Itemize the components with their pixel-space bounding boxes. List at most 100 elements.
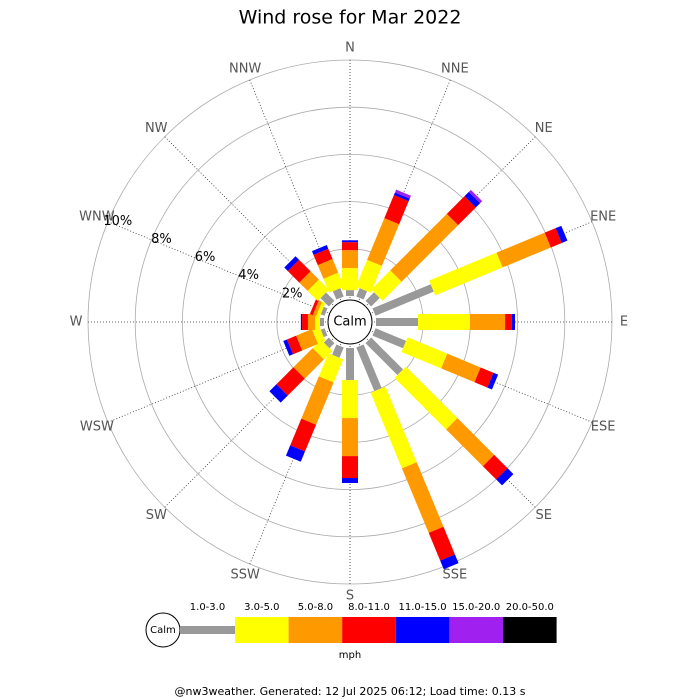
bar-segment [365,337,404,376]
bar-segment [346,348,354,381]
direction-label: ENE [590,210,616,225]
legend-swatch [342,617,396,643]
r-tick-label: 2% [282,286,303,301]
bar-segment [393,192,410,202]
bar-segment [269,384,288,403]
bar-segment [315,314,320,330]
bar-segment [276,367,305,396]
bar-segment [367,218,400,266]
bar-segment [299,271,319,291]
direction-label: WSW [80,419,114,434]
direction-label: W [70,315,83,330]
bar-segment [323,272,345,293]
bar-segment [311,244,329,255]
bar-segment [469,314,506,330]
direction-label: NW [145,121,168,136]
bar-segment [418,314,470,330]
bar-segment [283,339,294,356]
legend-calm-label: Calm [150,625,176,636]
bar-segment [394,366,458,430]
bar-segment [320,306,328,316]
bar-segment [318,353,344,383]
bar-segment [284,256,300,272]
chart-title: Wind rose for Mar 2022 [239,7,462,29]
bar-segment [376,318,419,326]
bar-segment [332,288,344,300]
bar-segment [290,418,317,452]
footer: @nw3weather. Generated: 12 Jul 2025 06:1… [175,685,526,698]
bar-segment [365,292,380,307]
r-tick-label: 10% [103,214,132,229]
calm-label: Calm [333,315,366,330]
bar-segment [342,250,358,269]
r-tick-label: 6% [195,250,216,265]
bar-segment [401,462,444,533]
bar-segment [468,189,483,204]
bar-segment [384,195,409,225]
bar-segment [342,478,358,483]
r-tick-label: 4% [238,268,259,283]
direction-label: E [620,315,628,330]
bar-segment [286,335,303,355]
bar-segment [544,228,562,248]
bar-segment [320,328,328,338]
legend-label: 5.0-8.0 [298,602,333,613]
bar-segment [496,232,551,268]
bar-segment [482,454,508,480]
bar-segment [312,300,323,317]
bar-segment [555,225,568,243]
bar-segment [371,270,402,301]
bar-segment [372,284,434,316]
bar-segment [395,189,411,199]
direction-label: ESE [591,419,616,434]
bar-segment [332,344,344,358]
bar-segment [390,213,459,282]
direction-label: NE [535,121,553,136]
bar-segment [302,314,308,330]
bar-segment [301,376,334,425]
direction-label: S [346,589,354,604]
direction-label: WNW [79,210,115,225]
grid-ring [181,153,519,491]
bar-segment [285,445,305,462]
bar-segment [356,288,368,300]
unit-label: mph [339,650,361,661]
bar-segment [428,526,455,561]
bar-segment [342,456,358,479]
bar-segment [440,554,459,570]
direction-label: NNE [441,61,469,76]
bar-segment [401,337,448,369]
bar-segment [441,353,481,383]
direction-label: SE [536,508,552,523]
direction-label: NNW [229,61,261,76]
bar-segment [474,367,494,388]
direction-label: SSW [230,568,260,583]
bar-segment [342,418,358,457]
bar-segment [370,386,417,469]
bar-segment [319,318,324,326]
bar-segment [296,329,318,351]
legend-label: 15.0-20.0 [452,602,500,613]
bar-segment [464,191,481,208]
bar-segment [446,418,495,467]
bar-segment [307,279,329,301]
bar-segment [300,314,303,330]
legend-swatch [395,617,450,643]
direction-label: SSE [442,568,467,583]
legend-swatch [180,626,235,634]
bar-segment [307,314,316,330]
bar-segment [320,292,335,307]
legend-swatch [503,617,557,643]
bar-segment [342,380,358,419]
legend-swatch [288,617,343,643]
legend-swatch [235,617,289,643]
bar-segment [446,196,476,226]
grid-ring [134,106,566,538]
bar-segment [346,290,354,296]
legend-label: 3.0-5.0 [244,602,279,613]
bar-segment [487,372,499,390]
bar-segment [505,314,512,330]
bar-segment [293,348,324,379]
r-tick-label: 8% [151,232,172,247]
